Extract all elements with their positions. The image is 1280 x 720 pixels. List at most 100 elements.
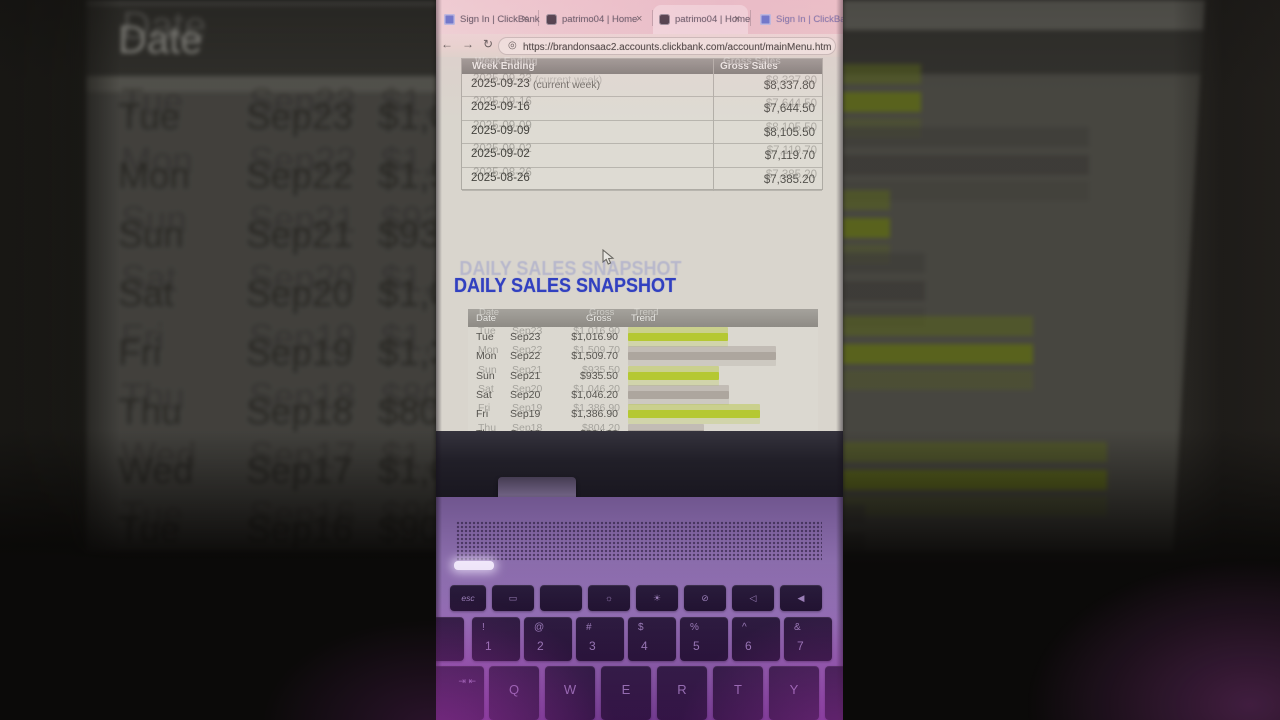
display-key-glyph: ▭: [508, 593, 518, 603]
shift-symbol: &: [794, 622, 801, 633]
browser-tab[interactable]: patrimo04 | Home ×: [653, 5, 750, 34]
tab-title: patrimo04 | Home: [562, 14, 638, 25]
trend-bar: [628, 390, 729, 399]
weekly-table-header: Week Ending Gross Sales: [462, 59, 822, 74]
gross-header: Gross: [586, 313, 612, 324]
weekly-table-row: 2025-09-09 $8,105.50: [462, 121, 822, 145]
shift-symbol: @: [534, 622, 545, 633]
refresh-icon[interactable]: ↻: [483, 37, 494, 51]
letter-key-W[interactable]: W: [545, 666, 595, 720]
week-ending-cell: 2025-09-02: [471, 148, 530, 161]
shift-symbol: #: [586, 622, 592, 633]
volume-down-key[interactable]: ◁: [732, 585, 774, 611]
tab-close-icon[interactable]: ×: [636, 13, 643, 25]
display-key[interactable]: ▭: [492, 585, 534, 611]
daily-table-row: Tue Sep23 $1,016.90: [468, 327, 818, 346]
f2-key[interactable]: [540, 585, 582, 611]
volume-down-key-glyph: ◁: [749, 593, 757, 603]
letter-key-R[interactable]: R: [657, 666, 707, 720]
mouse-cursor: [602, 249, 615, 265]
weekly-table-row: 2025-08-26 $7,385.20: [462, 168, 822, 191]
letter-label: Y: [789, 682, 799, 697]
weekly-table-row: 2025-09-02 $7,119.70: [462, 144, 822, 168]
number-key-3[interactable]: #3: [576, 617, 624, 661]
background-blur-right: [843, 0, 1280, 720]
daily-table-row: Sat Sep20 $1,046.20: [468, 385, 818, 404]
day-cell: Sun: [476, 369, 495, 382]
gross-cell: $1,046.20: [571, 388, 618, 401]
letter-key-U[interactable]: U: [825, 666, 843, 720]
date-cell: Sep21: [510, 369, 541, 382]
shift-symbol: ^: [742, 622, 747, 633]
trend-bar: [628, 371, 719, 380]
tab-close-icon[interactable]: ×: [522, 13, 529, 25]
site-info-icon[interactable]: ◎: [508, 40, 517, 51]
brightness-down-key-glyph: ☼: [604, 593, 614, 603]
current-week-note: (current week): [533, 79, 601, 91]
site-dark-icon: [659, 14, 670, 25]
tab-key[interactable]: ⇥ ⇤: [436, 666, 484, 720]
volume-up-key-glyph: ◀: [797, 593, 805, 603]
date-cell: Sep19: [510, 408, 541, 421]
trend-bar: [628, 410, 760, 419]
brightness-down-key[interactable]: ☼: [588, 585, 630, 611]
date-cell: Sep22: [510, 350, 541, 363]
gross-cell: $1,386.90: [571, 408, 618, 421]
week-ending-cell: 2025-09-23: [471, 78, 530, 90]
brightness-up-key[interactable]: ☀: [636, 585, 678, 611]
browser-tab[interactable]: patrimo04 | Home ×: [540, 5, 650, 34]
gross-cell: $935.50: [580, 369, 618, 382]
number-key-6[interactable]: ^ 6: [732, 617, 780, 661]
weekly-column-divider: [713, 59, 714, 191]
letter-key-T[interactable]: T: [713, 666, 763, 720]
laptop-keyboard-deck: esc▭☼☀⊘◁◀ !1@2#3$4%5^6&7 ⇥ ⇤QWERTYU: [436, 497, 843, 720]
browser-tab[interactable]: Sign In | ClickBank: [754, 5, 843, 34]
number-key-7[interactable]: & 7: [784, 617, 832, 661]
number-key-4[interactable]: $4: [628, 617, 676, 661]
clickbank-icon: [760, 14, 771, 25]
speaker-grille: [456, 521, 822, 561]
gross-sales-cell: $8,105.50: [763, 126, 815, 139]
date-cell: Sep23: [510, 331, 541, 343]
number-key-5[interactable]: % 5: [680, 617, 728, 661]
mute-key[interactable]: ⊘: [684, 585, 726, 611]
letter-label: E: [621, 682, 631, 697]
week-ending-cell: 2025-09-16: [471, 101, 530, 114]
tilde-key[interactable]: [436, 617, 464, 661]
trend-header: Trend: [631, 313, 656, 324]
number-label: 6: [745, 639, 752, 653]
volume-up-key[interactable]: ◀: [780, 585, 822, 611]
browser-tab[interactable]: Sign In | ClickBank ×: [438, 5, 540, 34]
shift-symbol: !: [482, 622, 485, 633]
date-cell: Sep20: [510, 388, 541, 401]
letter-key-Y[interactable]: Y: [769, 666, 819, 720]
number-label: 7: [797, 639, 804, 653]
tab-close-icon[interactable]: ×: [734, 13, 741, 25]
esc-key[interactable]: esc: [450, 585, 486, 611]
gross-cell: $1,509.70: [571, 350, 618, 363]
bg-right-vignette: [843, 0, 1280, 720]
number-key-2[interactable]: @2: [524, 617, 572, 661]
esc-key-glyph: esc: [461, 593, 475, 603]
letter-key-Q[interactable]: Q: [489, 666, 539, 720]
day-cell: Mon: [476, 350, 497, 363]
address-bar[interactable]: ◎ https://brandonsaac2.accounts.clickban…: [498, 37, 836, 55]
forward-icon[interactable]: →: [462, 37, 474, 51]
gross-cell: $1,016.90: [571, 331, 618, 343]
number-label: 1: [485, 639, 492, 653]
number-key-1[interactable]: ! 1: [472, 617, 520, 661]
tab-separator: [538, 10, 539, 26]
gross-sales-cell: $7,644.50: [763, 103, 815, 116]
number-label: 5: [693, 639, 700, 653]
week-ending-header: Week Ending: [472, 61, 535, 72]
back-icon[interactable]: ←: [441, 37, 453, 51]
day-cell: Tue: [476, 331, 494, 343]
laptop-photo: Sign In | ClickBank × patrimo04 | Home × pat…: [436, 0, 843, 720]
daily-table-row: Fri Sep19 $1,386.90: [468, 404, 818, 423]
letter-key-E[interactable]: E: [601, 666, 651, 720]
site-dark-icon: [546, 14, 557, 25]
letter-label: R: [677, 682, 687, 697]
daily-table-row: Sun Sep21 $935.50: [468, 366, 818, 385]
date-header: Date: [476, 313, 497, 324]
